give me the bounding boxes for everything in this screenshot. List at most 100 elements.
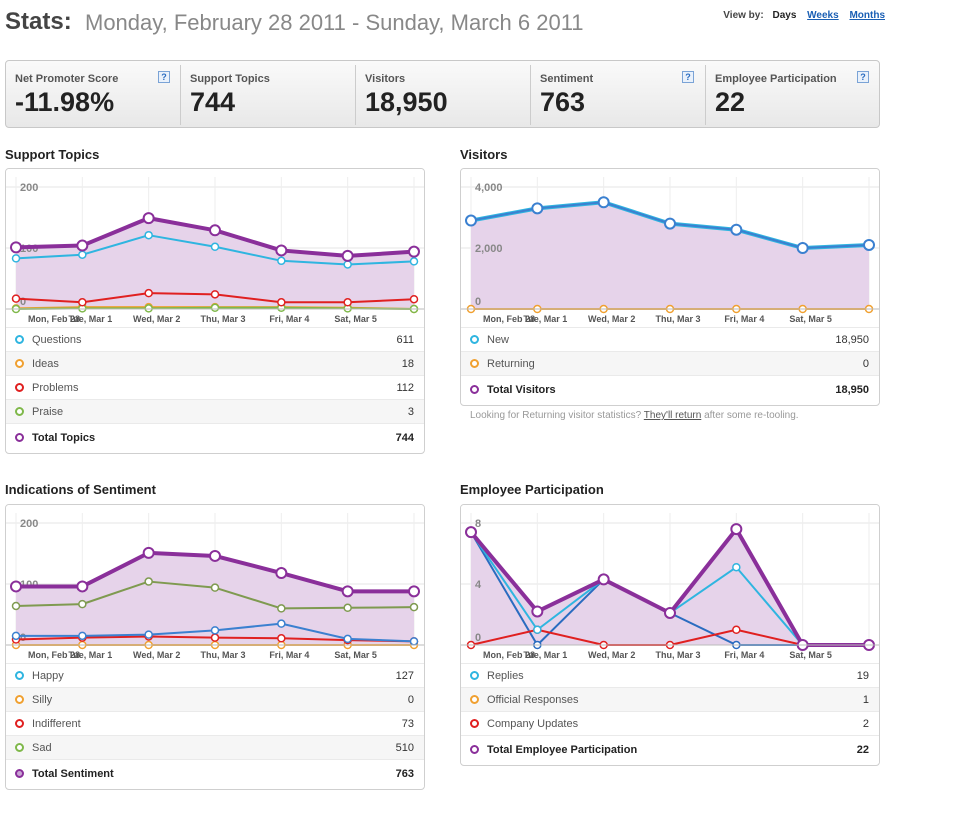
legend-value: 18 [401,358,414,370]
data-point[interactable] [863,238,875,251]
data-point[interactable] [343,260,352,269]
data-point[interactable] [142,546,155,559]
help-icon[interactable]: ? [158,71,170,83]
legend-row-total-sentiment[interactable]: Total Sentiment 763 [6,759,424,787]
data-point[interactable] [597,196,610,209]
data-point[interactable] [210,290,220,299]
legend-row-praise[interactable]: Praise 3 [6,399,424,423]
view-weeks-link[interactable]: Weeks [807,10,839,21]
data-point[interactable] [341,585,354,598]
data-point[interactable] [730,523,743,536]
data-point[interactable] [210,242,220,252]
data-point[interactable] [409,294,419,304]
legend-row-company-updates[interactable]: Company Updates 2 [461,711,879,735]
data-point[interactable] [531,605,544,618]
theyll-return-link[interactable]: They'll return [643,410,702,421]
data-point[interactable] [531,202,544,215]
x-tick-label: Thu, Mar 3 [655,650,700,660]
data-point[interactable] [76,239,89,252]
metric-value: 18,950 [365,87,448,117]
data-point[interactable] [144,630,153,639]
data-point[interactable] [11,631,21,641]
data-point[interactable] [10,580,22,593]
data-point[interactable] [78,599,87,609]
data-point[interactable] [277,256,286,266]
y-tick-label: 0 [475,296,481,308]
data-point[interactable] [210,583,220,592]
data-point[interactable] [277,634,286,643]
data-point[interactable] [76,580,89,593]
data-point[interactable] [343,603,352,613]
legend-value: 611 [396,334,414,346]
legend-value: 0 [407,694,414,706]
data-point[interactable] [796,242,809,254]
legend-row-happy[interactable]: Happy 127 [6,663,424,687]
legend-row-sad[interactable]: Sad 510 [6,735,424,759]
data-point[interactable] [210,626,220,635]
data-point[interactable] [10,241,22,254]
total-dot-icon [15,769,24,778]
legend-row-total-visitors[interactable]: Total Visitors 18,950 [461,375,879,403]
legend-row-silly[interactable]: Silly 0 [6,687,424,711]
x-tick-label: Mon, Feb 28 [483,650,535,660]
data-point[interactable] [210,633,220,642]
data-point[interactable] [343,298,352,307]
data-point[interactable] [664,606,676,619]
x-tick-label: Wed, Mar 2 [588,314,635,324]
legend-row-ideas[interactable]: Ideas 18 [6,351,424,375]
data-point[interactable] [408,585,420,598]
metric-label: Sentiment [540,73,594,85]
data-point[interactable] [341,249,354,262]
legend-row-problems[interactable]: Problems 112 [6,375,424,399]
view-months-link[interactable]: Months [849,10,885,21]
data-point[interactable] [732,562,741,572]
legend-row-indifferent[interactable]: Indifferent 73 [6,711,424,735]
data-point[interactable] [78,631,87,641]
legend-row-total-employee-participation[interactable]: Total Employee Participation 22 [461,735,879,763]
data-point[interactable] [277,298,286,307]
data-point[interactable] [533,625,542,634]
data-point[interactable] [408,245,420,258]
data-point[interactable] [343,634,352,644]
data-point[interactable] [732,625,741,634]
data-point[interactable] [597,573,610,586]
data-point[interactable] [275,567,288,580]
data-point[interactable] [209,549,221,562]
data-point[interactable] [78,250,87,259]
data-point[interactable] [210,303,220,313]
data-point[interactable] [409,257,419,266]
data-point[interactable] [144,577,153,586]
data-point[interactable] [78,298,87,307]
data-point[interactable] [144,304,153,313]
data-point[interactable] [730,223,743,236]
data-point[interactable] [144,230,153,240]
legend-value: 3 [407,406,414,418]
help-icon[interactable]: ? [857,71,869,83]
legend-row-replies[interactable]: Replies 19 [461,663,879,687]
data-point[interactable] [465,526,477,539]
data-point[interactable] [277,604,286,613]
data-point[interactable] [664,217,676,230]
data-point[interactable] [11,601,21,611]
data-point[interactable] [409,637,419,646]
legend-name: Praise [32,406,64,418]
data-point[interactable] [209,224,221,237]
legend-row-official-responses[interactable]: Official Responses 1 [461,687,879,711]
data-point[interactable] [465,214,477,227]
data-point[interactable] [11,294,21,303]
data-point[interactable] [409,602,419,612]
data-point[interactable] [142,212,155,225]
legend-row-questions[interactable]: Questions 611 [6,327,424,351]
legend-row-new[interactable]: New 18,950 [461,327,879,351]
data-point[interactable] [277,619,286,628]
legend-name: Company Updates [487,718,579,730]
legend-value: 18,950 [835,334,869,346]
legend-row-total-topics[interactable]: Total Topics 744 [6,423,424,451]
data-point[interactable] [275,244,288,257]
data-point[interactable] [144,288,153,298]
help-icon[interactable]: ? [682,71,694,83]
y-tick-label: 200 [20,518,38,530]
data-point[interactable] [11,254,21,263]
legend-row-returning[interactable]: Returning 0 [461,351,879,375]
